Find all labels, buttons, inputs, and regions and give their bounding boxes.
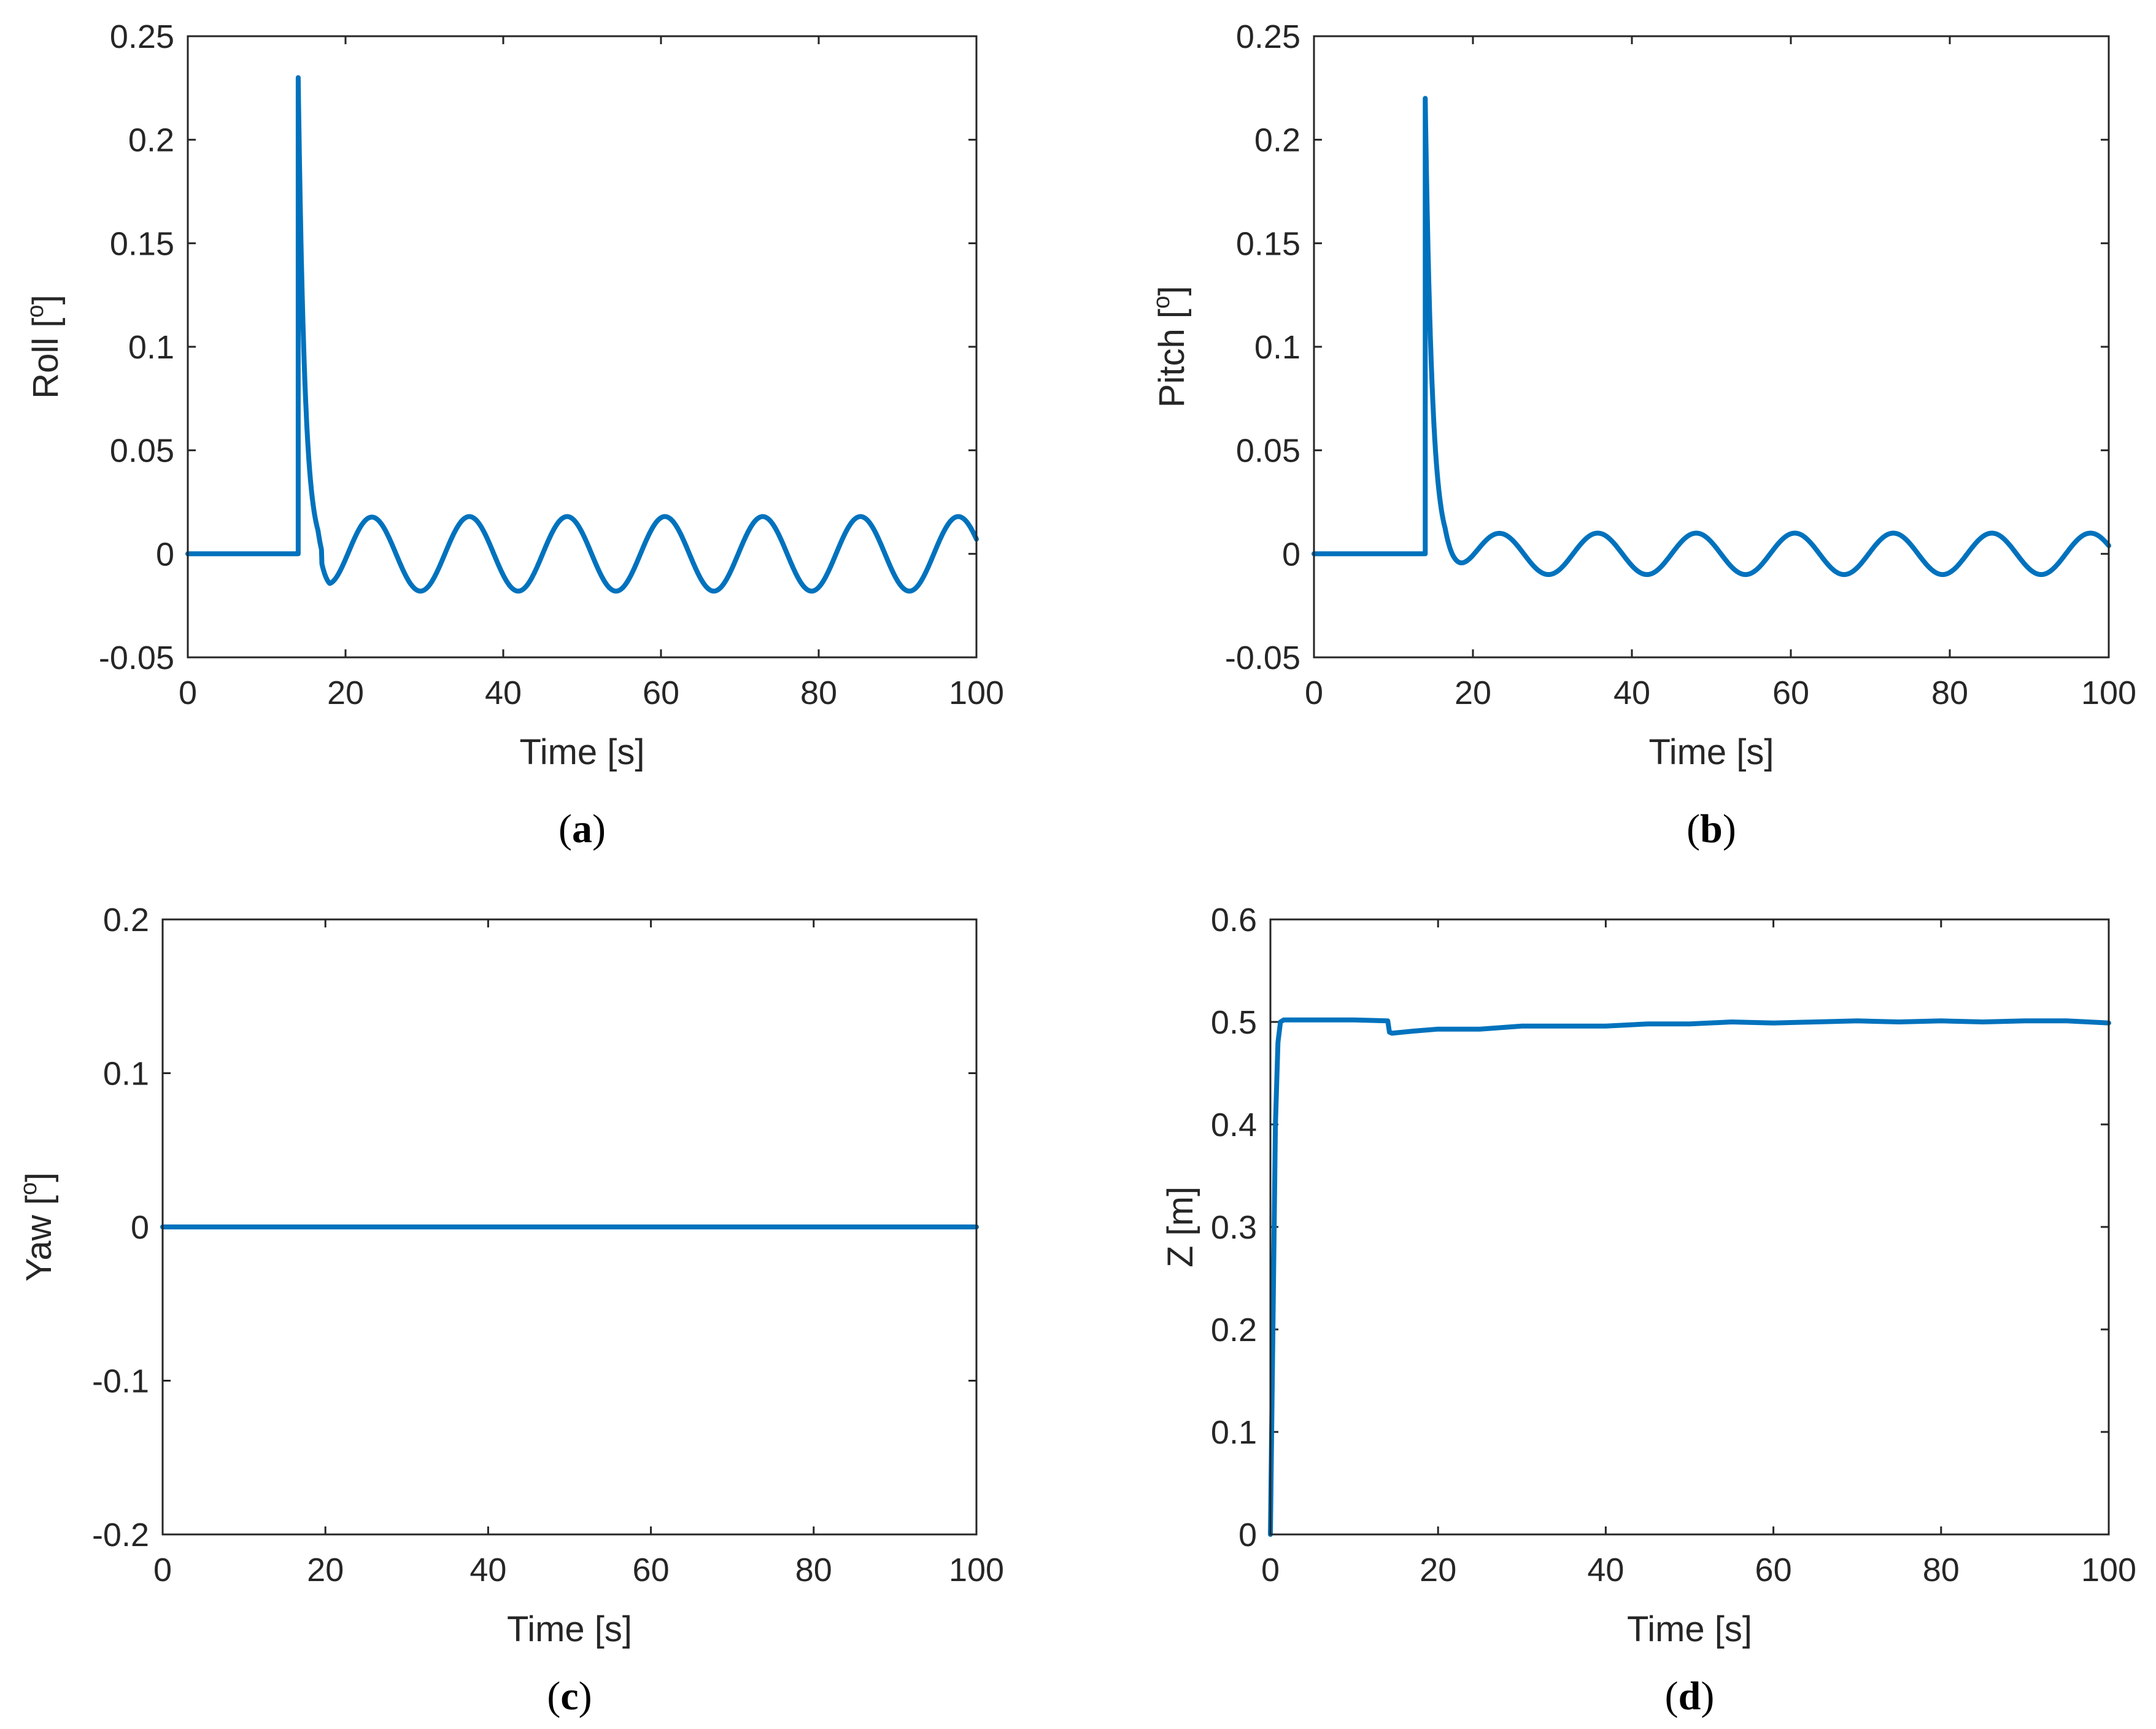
panel-a-x-tick-label: 80	[800, 675, 837, 711]
panel-d-x-tick-label: 80	[1923, 1552, 1960, 1588]
panel-a-x-axis-label: Time [s]	[519, 732, 644, 772]
panel-c-y-tick-label: -0.2	[92, 1517, 149, 1553]
panel-d-y-tick-label: 0.6	[1211, 902, 1257, 938]
panel-b-y-axis-label: Pitch [o]	[1149, 286, 1192, 408]
panel-b-plot-frame	[1313, 35, 2110, 659]
panel-b-y-tick-label: 0.25	[1236, 18, 1300, 55]
panel-b-y-tick-labels: -0.05 0 0.05 0.1 0.15 0.2 0.25	[1225, 18, 1300, 676]
panel-b-x-tick-label: 60	[1772, 675, 1809, 711]
panel-b-x-tick-label: 20	[1455, 675, 1491, 711]
panel-b-y-tick-label: 0.15	[1236, 225, 1300, 262]
panel-a-y-tick-label: 0.2	[128, 122, 174, 159]
panel-b-y-tick-label: 0.1	[1254, 329, 1300, 366]
panel-a-y-tick-label: 0.15	[110, 225, 174, 262]
panel-c-x-tick-label: 100	[949, 1552, 1004, 1588]
panel-a-y-tick-label: 0	[156, 536, 174, 573]
panel-b-y-tick-label: -0.05	[1225, 640, 1300, 676]
panel-a-plot-frame	[187, 35, 978, 659]
panel-a-x-tick-label: 20	[327, 675, 364, 711]
panel-a-y-tick-label: 0.1	[128, 329, 174, 366]
panel-d-y-tick-label: 0.4	[1211, 1107, 1257, 1143]
panel-c-x-tick-label: 60	[633, 1552, 670, 1588]
panel-b-y-tick-label: 0.2	[1254, 122, 1300, 159]
panel-d: 0 20 40 60 80 100 0 0.1 0.2 0.3 0.4 0.5 0.6 Time [s…	[1161, 902, 2136, 1719]
panel-d-y-tick-label: 0	[1238, 1517, 1257, 1553]
panel-a-x-tick-label: 60	[643, 675, 679, 711]
panel-a-y-axis-label: Roll [o]	[23, 295, 66, 398]
panel-a-y-tick-labels: -0.05 0 0.05 0.1 0.15 0.2 0.25	[99, 18, 174, 676]
panel-d-x-tick-label: 40	[1587, 1552, 1624, 1588]
panel-d-x-tick-label: 60	[1755, 1552, 1792, 1588]
panel-c-plot-frame	[161, 918, 978, 1536]
panel-b-x-axis-label: Time [s]	[1648, 732, 1774, 772]
panel-a-y-tick-label: -0.05	[99, 640, 174, 676]
panel-c-y-tick-label: -0.1	[92, 1363, 149, 1400]
panel-c-caption: (c)	[547, 1674, 592, 1719]
panel-d-x-tick-labels: 0 20 40 60 80 100	[1261, 1552, 2136, 1588]
panel-d-y-tick-label: 0.2	[1211, 1312, 1257, 1348]
panel-a-y-tick-label: 0.05	[110, 433, 174, 470]
panel-a-x-tick-label: 0	[179, 675, 197, 711]
panel-c-x-tick-label: 20	[307, 1552, 344, 1588]
panel-c: 0 20 40 60 80 100 -0.2 -0.1 0 0.1 0.2 Time [s] Ya…	[16, 902, 1004, 1719]
panel-b-caption: (b)	[1687, 806, 1736, 851]
panel-a-y-tick-label: 0.25	[110, 18, 174, 55]
panel-a-series-line	[185, 75, 979, 594]
panel-b-x-tick-label: 80	[1931, 675, 1968, 711]
panel-a-caption: (a)	[558, 806, 606, 851]
panel-d-x-axis-label: Time [s]	[1627, 1609, 1752, 1649]
panel-c-y-axis-label: Yaw [o]	[16, 1172, 59, 1282]
panel-b-y-tick-label: 0.05	[1236, 433, 1300, 470]
panel-a-x-tick-label: 40	[485, 675, 522, 711]
panel-a-x-tick-labels: 0 20 40 60 80 100	[179, 675, 1004, 711]
panel-b-y-tick-label: 0	[1282, 536, 1300, 573]
panel-c-y-tick-label: 0	[131, 1209, 149, 1246]
panel-d-x-tick-label: 20	[1420, 1552, 1456, 1588]
panel-a-x-tick-label: 100	[949, 675, 1004, 711]
panel-b-x-tick-label: 0	[1305, 675, 1323, 711]
panel-c-x-tick-label: 80	[795, 1552, 832, 1588]
panel-b-x-tick-label: 40	[1613, 675, 1650, 711]
panel-c-x-tick-label: 0	[153, 1552, 172, 1588]
panel-d-caption: (d)	[1665, 1674, 1715, 1719]
panel-d-x-tick-label: 0	[1261, 1552, 1280, 1588]
panel-d-y-tick-label: 0.1	[1211, 1414, 1257, 1451]
panel-b-x-tick-label: 100	[2081, 675, 2136, 711]
panel-d-y-tick-label: 0.5	[1211, 1004, 1257, 1041]
panel-d-y-tick-label: 0.3	[1211, 1209, 1257, 1246]
panel-b-ticks	[1313, 35, 2110, 659]
panel-c-x-axis-label: Time [s]	[507, 1609, 632, 1649]
panel-b-series-line	[1312, 96, 2111, 578]
panel-c-y-tick-labels: -0.2 -0.1 0 0.1 0.2	[92, 902, 149, 1553]
panel-c-y-tick-label: 0.1	[103, 1056, 149, 1093]
panel-d-plot-frame	[1269, 918, 2110, 1536]
panel-c-x-tick-labels: 0 20 40 60 80 100	[153, 1552, 1004, 1588]
panel-b-x-tick-labels: 0 20 40 60 80 100	[1305, 675, 2136, 711]
panel-d-x-tick-label: 100	[2081, 1552, 2136, 1588]
panel-d-ticks	[1269, 918, 2110, 1536]
panel-d-y-tick-labels: 0 0.1 0.2 0.3 0.4 0.5 0.6	[1211, 902, 1257, 1553]
panel-c-x-tick-label: 40	[469, 1552, 506, 1588]
panel-d-y-axis-label: Z [m]	[1161, 1186, 1200, 1267]
panel-c-y-tick-label: 0.2	[103, 902, 149, 938]
panel-d-series-line	[1268, 1017, 2111, 1537]
